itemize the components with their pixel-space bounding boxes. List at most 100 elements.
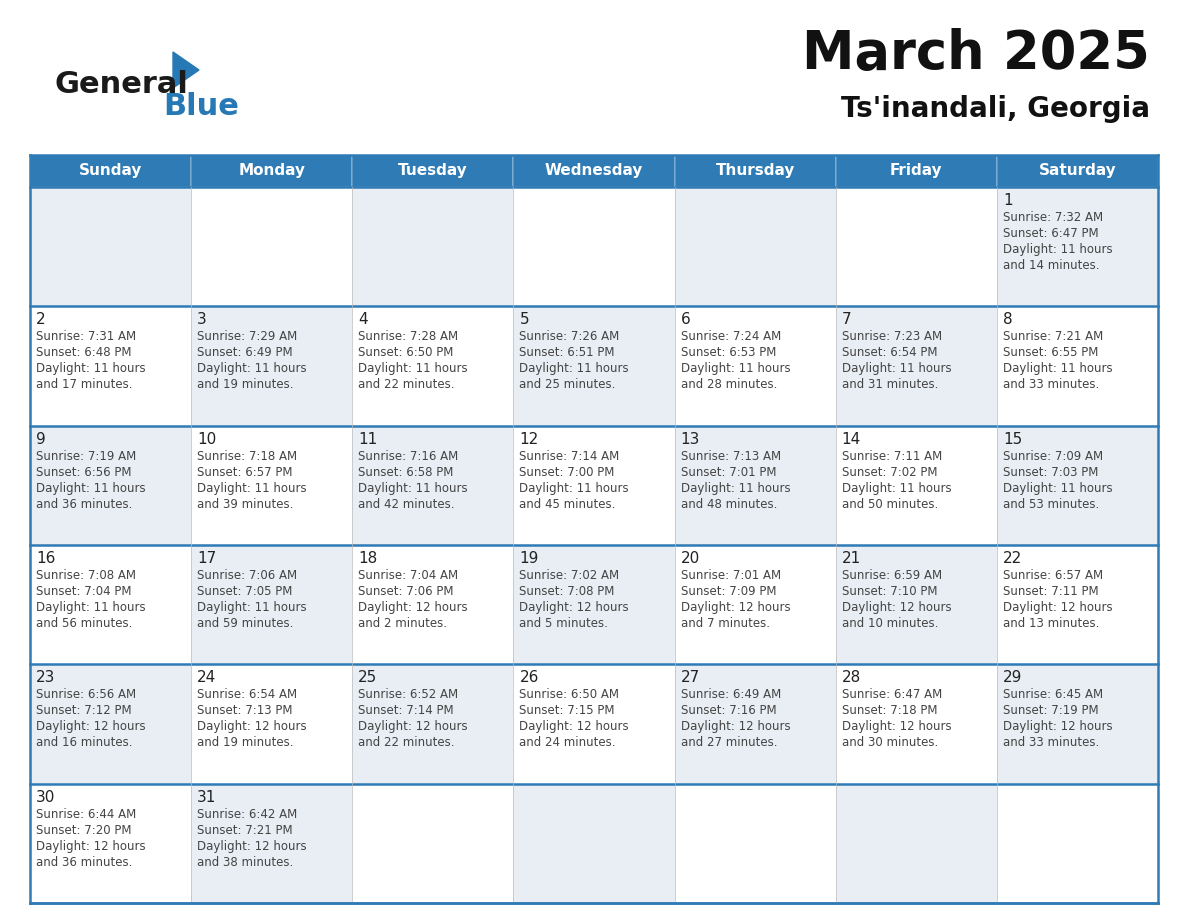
Text: Daylight: 11 hours: Daylight: 11 hours <box>842 363 952 375</box>
Text: Sunset: 7:02 PM: Sunset: 7:02 PM <box>842 465 937 478</box>
Text: Sunset: 6:50 PM: Sunset: 6:50 PM <box>359 346 454 359</box>
Text: 9: 9 <box>36 431 46 447</box>
Bar <box>835 187 997 307</box>
Bar <box>30 426 191 545</box>
Text: and 31 minutes.: and 31 minutes. <box>842 378 939 391</box>
Bar <box>353 187 513 307</box>
Text: 17: 17 <box>197 551 216 566</box>
Text: Sunrise: 7:21 AM: Sunrise: 7:21 AM <box>1003 330 1104 343</box>
Text: Sunrise: 6:47 AM: Sunrise: 6:47 AM <box>842 688 942 701</box>
Text: and 19 minutes.: and 19 minutes. <box>197 736 293 749</box>
Bar <box>191 187 353 307</box>
Text: Daylight: 11 hours: Daylight: 11 hours <box>519 363 630 375</box>
Text: Daylight: 12 hours: Daylight: 12 hours <box>842 721 952 733</box>
Text: 30: 30 <box>36 789 56 805</box>
Text: and 24 minutes.: and 24 minutes. <box>519 736 615 749</box>
Bar <box>835 155 997 187</box>
Text: Sunrise: 6:49 AM: Sunrise: 6:49 AM <box>681 688 781 701</box>
Text: Sunset: 6:53 PM: Sunset: 6:53 PM <box>681 346 776 359</box>
Text: Daylight: 12 hours: Daylight: 12 hours <box>197 840 307 853</box>
Text: and 13 minutes.: and 13 minutes. <box>1003 617 1099 630</box>
Text: Sunset: 6:48 PM: Sunset: 6:48 PM <box>36 346 132 359</box>
Bar <box>191 665 353 784</box>
Text: March 2025: March 2025 <box>802 28 1150 80</box>
Text: and 38 minutes.: and 38 minutes. <box>197 856 293 868</box>
Text: Daylight: 11 hours: Daylight: 11 hours <box>1003 243 1112 256</box>
Text: Sunset: 6:54 PM: Sunset: 6:54 PM <box>842 346 937 359</box>
Bar <box>513 426 675 545</box>
Text: Sunset: 7:04 PM: Sunset: 7:04 PM <box>36 585 132 598</box>
Text: Daylight: 12 hours: Daylight: 12 hours <box>197 721 307 733</box>
Text: Sunset: 7:21 PM: Sunset: 7:21 PM <box>197 823 292 836</box>
Text: Sunrise: 6:56 AM: Sunrise: 6:56 AM <box>36 688 137 701</box>
Text: Sunrise: 7:08 AM: Sunrise: 7:08 AM <box>36 569 135 582</box>
Text: 12: 12 <box>519 431 538 447</box>
Text: Tuesday: Tuesday <box>398 163 468 178</box>
Text: 18: 18 <box>359 551 378 566</box>
Text: Sunrise: 6:54 AM: Sunrise: 6:54 AM <box>197 688 297 701</box>
Text: Daylight: 12 hours: Daylight: 12 hours <box>681 721 790 733</box>
Bar <box>675 187 835 307</box>
Text: 19: 19 <box>519 551 539 566</box>
Bar <box>675 784 835 903</box>
Text: Daylight: 12 hours: Daylight: 12 hours <box>359 721 468 733</box>
Text: and 16 minutes.: and 16 minutes. <box>36 736 133 749</box>
Text: Sunrise: 7:02 AM: Sunrise: 7:02 AM <box>519 569 620 582</box>
Text: 7: 7 <box>842 312 852 328</box>
Text: and 2 minutes.: and 2 minutes. <box>359 617 448 630</box>
Text: Sunset: 7:20 PM: Sunset: 7:20 PM <box>36 823 132 836</box>
Text: Sunday: Sunday <box>78 163 143 178</box>
Text: Daylight: 11 hours: Daylight: 11 hours <box>1003 363 1112 375</box>
Text: and 14 minutes.: and 14 minutes. <box>1003 259 1099 272</box>
Text: Daylight: 12 hours: Daylight: 12 hours <box>519 601 630 614</box>
Bar <box>997 155 1158 187</box>
Bar <box>835 665 997 784</box>
Text: and 30 minutes.: and 30 minutes. <box>842 736 939 749</box>
Text: Daylight: 11 hours: Daylight: 11 hours <box>681 482 790 495</box>
Text: and 19 minutes.: and 19 minutes. <box>197 378 293 391</box>
Bar <box>997 307 1158 426</box>
Text: 4: 4 <box>359 312 368 328</box>
Bar <box>191 307 353 426</box>
Text: Daylight: 12 hours: Daylight: 12 hours <box>519 721 630 733</box>
Text: Sunset: 6:57 PM: Sunset: 6:57 PM <box>197 465 292 478</box>
Text: Sunrise: 6:59 AM: Sunrise: 6:59 AM <box>842 569 942 582</box>
Text: 21: 21 <box>842 551 861 566</box>
Text: 24: 24 <box>197 670 216 686</box>
Text: Sunrise: 7:14 AM: Sunrise: 7:14 AM <box>519 450 620 463</box>
Bar <box>513 307 675 426</box>
Text: and 36 minutes.: and 36 minutes. <box>36 498 132 510</box>
Text: Blue: Blue <box>163 92 239 121</box>
Text: Sunrise: 6:50 AM: Sunrise: 6:50 AM <box>519 688 619 701</box>
Text: and 7 minutes.: and 7 minutes. <box>681 617 770 630</box>
Text: 29: 29 <box>1003 670 1022 686</box>
Bar <box>513 155 675 187</box>
Text: Sunrise: 7:09 AM: Sunrise: 7:09 AM <box>1003 450 1102 463</box>
Text: Sunrise: 7:16 AM: Sunrise: 7:16 AM <box>359 450 459 463</box>
Text: Daylight: 11 hours: Daylight: 11 hours <box>197 482 307 495</box>
Text: 15: 15 <box>1003 431 1022 447</box>
Polygon shape <box>173 52 200 88</box>
Text: Sunrise: 7:31 AM: Sunrise: 7:31 AM <box>36 330 137 343</box>
Bar <box>997 426 1158 545</box>
Text: and 10 minutes.: and 10 minutes. <box>842 617 939 630</box>
Bar <box>513 545 675 665</box>
Bar <box>997 187 1158 307</box>
Text: 6: 6 <box>681 312 690 328</box>
Bar <box>191 784 353 903</box>
Text: Daylight: 12 hours: Daylight: 12 hours <box>681 601 790 614</box>
Text: and 22 minutes.: and 22 minutes. <box>359 378 455 391</box>
Text: Wednesday: Wednesday <box>545 163 643 178</box>
Text: Sunrise: 7:18 AM: Sunrise: 7:18 AM <box>197 450 297 463</box>
Text: 22: 22 <box>1003 551 1022 566</box>
Text: 8: 8 <box>1003 312 1012 328</box>
Text: Daylight: 11 hours: Daylight: 11 hours <box>36 601 146 614</box>
Text: Sunset: 7:16 PM: Sunset: 7:16 PM <box>681 704 776 717</box>
Text: Sunset: 7:15 PM: Sunset: 7:15 PM <box>519 704 615 717</box>
Bar <box>191 426 353 545</box>
Text: Sunset: 7:09 PM: Sunset: 7:09 PM <box>681 585 776 598</box>
Text: Daylight: 12 hours: Daylight: 12 hours <box>1003 721 1112 733</box>
Text: Sunset: 6:51 PM: Sunset: 6:51 PM <box>519 346 615 359</box>
Text: Saturday: Saturday <box>1038 163 1117 178</box>
Text: and 36 minutes.: and 36 minutes. <box>36 856 132 868</box>
